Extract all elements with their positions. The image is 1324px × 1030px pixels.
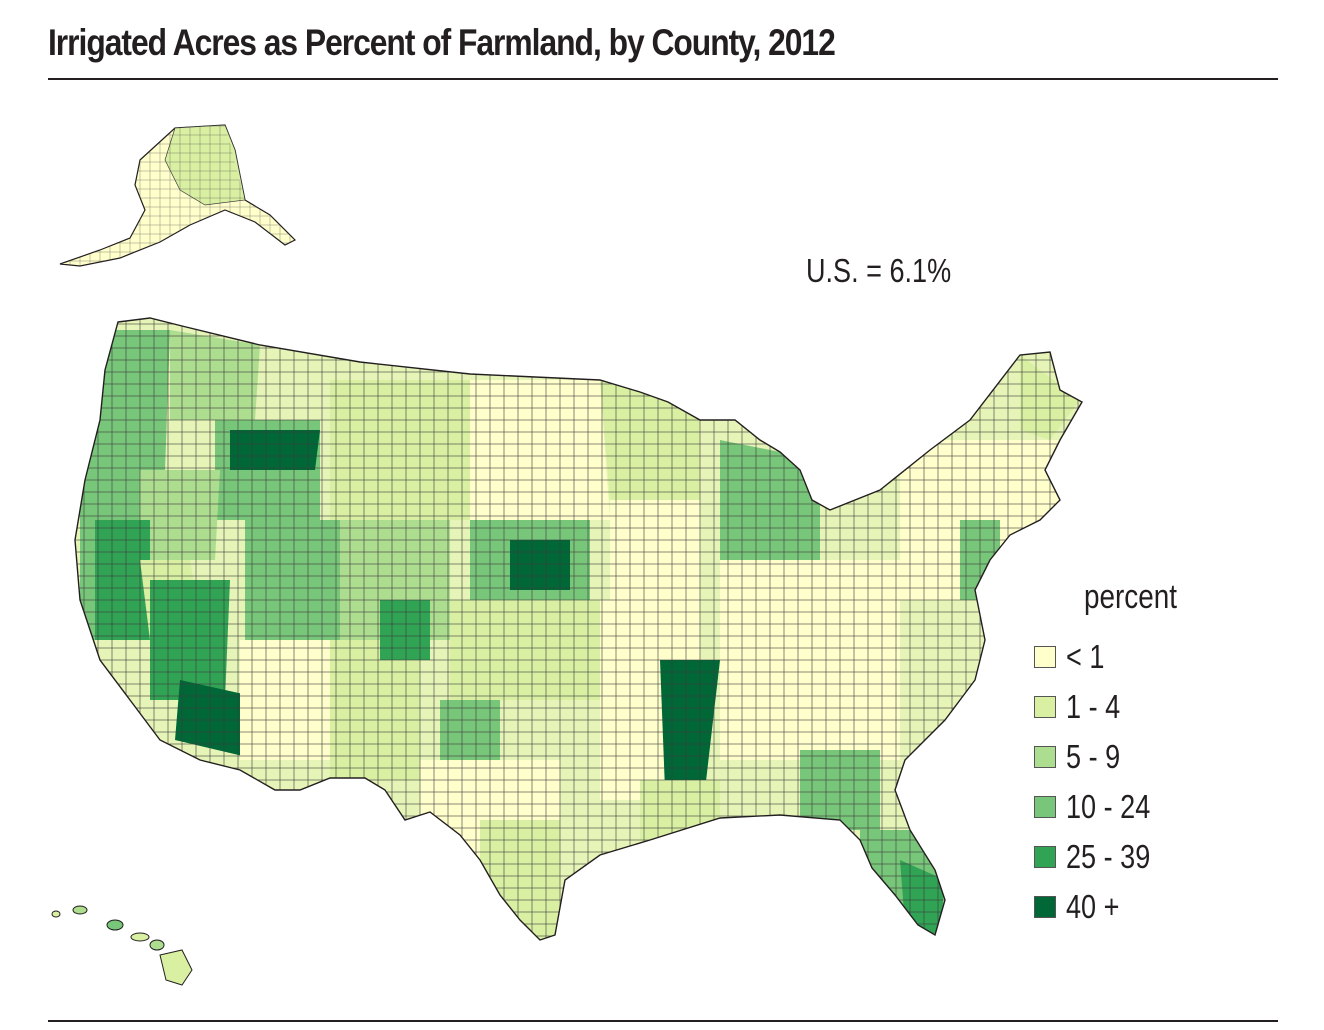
us-average-note: U.S. = 6.1% [806,252,952,289]
legend-label: 5 - 9 [1066,738,1121,775]
map-title: Irrigated Acres as Percent of Farmland, … [48,22,836,63]
title-rule [48,78,1278,80]
legend-swatch [1034,796,1056,818]
legend-swatch [1034,846,1056,868]
legend-swatch [1034,896,1056,918]
legend-label: 40 + [1066,888,1120,925]
hawaii [51,905,193,986]
legend-title: percent [1084,578,1177,616]
legend-swatch [1034,646,1056,668]
legend-label: < 1 [1066,638,1105,675]
legend-label: 1 - 4 [1066,688,1121,725]
legend-swatch [1034,696,1056,718]
legend-label: 10 - 24 [1066,788,1151,825]
legend-swatch [1034,746,1056,768]
conus [74,317,1083,941]
alaska [59,124,297,267]
bottom-rule [48,1020,1278,1022]
legend-label: 25 - 39 [1066,838,1151,875]
